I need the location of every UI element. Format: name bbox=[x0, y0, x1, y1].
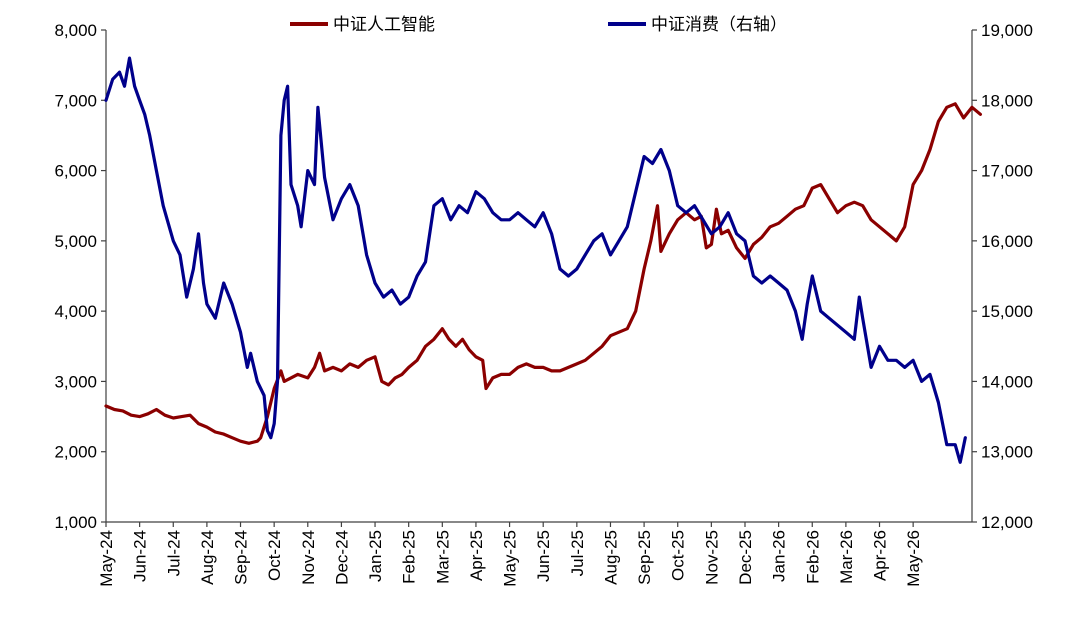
left-tick-label: 1,000 bbox=[54, 513, 97, 532]
x-tick-label: May-25 bbox=[501, 530, 520, 587]
x-tick-label: Sep-24 bbox=[232, 530, 251, 585]
x-tick-label: Aug-25 bbox=[601, 530, 620, 585]
x-tick-label: Jan-26 bbox=[770, 530, 789, 582]
x-tick-label: Feb-26 bbox=[803, 530, 822, 584]
left-tick-label: 7,000 bbox=[54, 91, 97, 110]
x-tick-label: Jun-24 bbox=[131, 530, 150, 582]
x-tick-label: Jan-25 bbox=[366, 530, 385, 582]
legend: 中证人工智能 中证消费（右轴） bbox=[290, 15, 787, 35]
x-tick-label: May-24 bbox=[97, 530, 116, 587]
right-tick-label: 17,000 bbox=[981, 162, 1033, 181]
x-axis-ticks: May-24 Jun-24 Jul-24 Aug-24 Sep-24 Oct-24 Nov-… bbox=[97, 522, 923, 587]
left-tick-label: 8,000 bbox=[54, 21, 97, 40]
x-tick-label: Mar-25 bbox=[433, 530, 452, 584]
right-tick-label: 15,000 bbox=[981, 302, 1033, 321]
x-tick-label: Dec-24 bbox=[332, 530, 351, 585]
right-tick-label: 18,000 bbox=[981, 91, 1033, 110]
x-tick-label: Mar-26 bbox=[837, 530, 856, 584]
right-tick-label: 16,000 bbox=[981, 232, 1033, 251]
x-tick-label: Apr-25 bbox=[467, 530, 486, 581]
right-tick-label: 12,000 bbox=[981, 513, 1033, 532]
left-tick-label: 6,000 bbox=[54, 162, 97, 181]
x-tick-label: Feb-25 bbox=[400, 530, 419, 584]
x-tick-label: Jul-24 bbox=[164, 530, 183, 576]
x-tick-label: Apr-26 bbox=[871, 530, 890, 581]
left-tick-label: 2,000 bbox=[54, 443, 97, 462]
x-tick-label: Nov-25 bbox=[702, 530, 721, 585]
plot-lines bbox=[104, 56, 983, 464]
x-tick-label: Nov-24 bbox=[299, 530, 318, 585]
right-tick-label: 19,000 bbox=[981, 21, 1033, 40]
legend-label-ai: 中证人工智能 bbox=[333, 15, 435, 35]
left-axis-ticks: 1,000 2,000 3,000 4,000 5,000 6,000 7,000 8,000 bbox=[54, 21, 106, 532]
x-tick-label: Jun-25 bbox=[534, 530, 553, 582]
series-line-ai-index bbox=[104, 102, 983, 445]
x-tick-label: Dec-25 bbox=[736, 530, 755, 585]
right-tick-label: 13,000 bbox=[981, 443, 1033, 462]
right-axis-ticks: 12,000 13,000 14,000 15,000 16,000 17,000 18,0… bbox=[972, 21, 1033, 532]
x-tick-label: Oct-25 bbox=[669, 530, 688, 581]
series-line-consumer-index bbox=[104, 56, 967, 464]
x-tick-label: Aug-24 bbox=[198, 530, 217, 585]
x-tick-label: Oct-24 bbox=[265, 530, 284, 581]
left-tick-label: 3,000 bbox=[54, 372, 97, 391]
x-tick-label: Jul-25 bbox=[568, 530, 587, 576]
legend-label-consumer: 中证消费（右轴） bbox=[651, 15, 787, 35]
left-tick-label: 5,000 bbox=[54, 232, 97, 251]
x-tick-label: May-26 bbox=[904, 530, 923, 587]
x-tick-label: Sep-25 bbox=[635, 530, 654, 585]
left-tick-label: 4,000 bbox=[54, 302, 97, 321]
right-tick-label: 14,000 bbox=[981, 372, 1033, 391]
